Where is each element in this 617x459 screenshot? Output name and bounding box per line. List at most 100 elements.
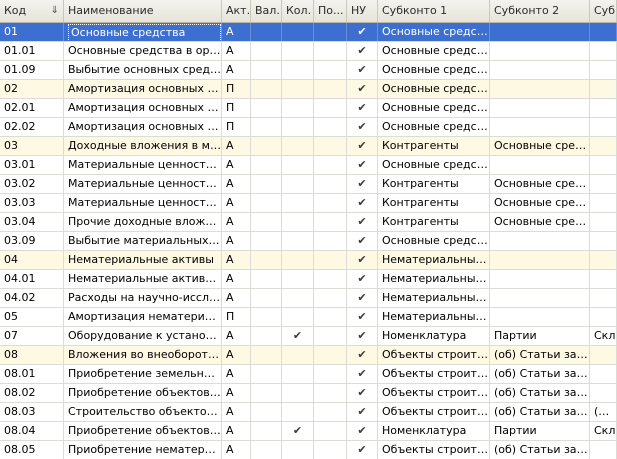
- cell-name: Строительство объектов о...: [64, 403, 222, 421]
- cell-sub1: Нематериальные ...: [378, 289, 490, 307]
- table-row[interactable]: 08.05 Приобретение нематериал... А ✔ Объекты…: [0, 441, 617, 459]
- table-row[interactable]: 01 Основные средства А ✔ Основные средства: [0, 23, 617, 42]
- cell-val: [251, 118, 282, 136]
- cell-sub3-text: Скл: [594, 329, 616, 342]
- cell-val: [251, 194, 282, 212]
- cell-name: Амортизация основных ср...: [64, 118, 222, 136]
- cell-code-text: 03.02: [4, 177, 36, 190]
- table-row[interactable]: 01.09 Выбытие основных средств А ✔ Основные …: [0, 61, 617, 80]
- cell-act-text: А: [226, 272, 234, 285]
- cell-sub2: Основные сред...: [490, 213, 590, 231]
- cell-sub3: [590, 156, 617, 174]
- cell-sub1-text: Нематериальные ...: [382, 291, 490, 304]
- cell-val: [251, 365, 282, 383]
- table-row[interactable]: 08.02 Приобретение объектов п... А ✔ Объекты…: [0, 384, 617, 403]
- table-row[interactable]: 03.09 Выбытие материальных це... А ✔ Основны…: [0, 232, 617, 251]
- cell-act-text: А: [226, 215, 234, 228]
- checkmark-icon: ✔: [357, 329, 367, 342]
- cell-sub2: [490, 118, 590, 136]
- cell-val: [251, 156, 282, 174]
- column-header-sub2[interactable]: Субконто 2: [490, 0, 590, 22]
- table-row[interactable]: 05 Амортизация нематериал... П ✔ Нематериаль…: [0, 308, 617, 327]
- checkmark-icon: ✔: [357, 405, 367, 418]
- cell-act-text: П: [226, 101, 235, 114]
- cell-nu-flag: ✔: [347, 61, 378, 79]
- cell-act-text: А: [226, 443, 234, 456]
- table-row[interactable]: 03.04 Прочие доходные вложения А ✔ Контраген…: [0, 213, 617, 232]
- cell-sub2-text: (об) Статьи зат...: [494, 405, 590, 418]
- column-header-po[interactable]: По...: [314, 0, 347, 22]
- table-row[interactable]: 08.04 Приобретение объектов о... А ✔ ✔ Номенк…: [0, 422, 617, 441]
- table-row[interactable]: 08.01 Приобретение земельных ... А ✔ Объекты…: [0, 365, 617, 384]
- column-header-act[interactable]: Акт.: [222, 0, 251, 22]
- cell-sub2-text: (об) Статьи зат...: [494, 386, 590, 399]
- cell-name: Основные средства в орга...: [64, 42, 222, 60]
- cell-code-text: 03.01: [4, 158, 36, 171]
- table-row[interactable]: 07 Оборудование к установке А ✔ ✔ Номенклатур…: [0, 327, 617, 346]
- cell-sub1-text: Основные средства: [382, 234, 490, 247]
- cell-sub2: Основные сред...: [490, 175, 590, 193]
- cell-sub1: Контрагенты: [378, 213, 490, 231]
- cell-sub1: Основные средства: [378, 118, 490, 136]
- cell-sub2: [490, 251, 590, 269]
- cell-act-text: А: [226, 329, 234, 342]
- cell-code-text: 02.01: [4, 101, 36, 114]
- table-row[interactable]: 03.01 Материальные ценности в ... А ✔ Основн…: [0, 156, 617, 175]
- cell-sub1: Основные средства: [378, 80, 490, 98]
- cell-nu-flag: ✔: [347, 213, 378, 231]
- table-row[interactable]: 03.02 Материальные ценности п... А ✔ Контраг…: [0, 175, 617, 194]
- table-row[interactable]: 08.03 Строительство объектов о... А ✔ Объект…: [0, 403, 617, 422]
- column-header-nu[interactable]: НУ: [347, 0, 378, 22]
- cell-name-text: Приобретение нематериал...: [68, 443, 222, 456]
- column-header-kol[interactable]: Кол.: [282, 0, 314, 22]
- table-row[interactable]: 04.02 Расходы на научно-исслед... А ✔ Немате…: [0, 289, 617, 308]
- cell-name-text: Материальные ценности п...: [68, 196, 222, 209]
- column-header-code[interactable]: Код ⇓: [0, 0, 64, 22]
- table-row[interactable]: 04.01 Нематериальные активы о... А ✔ Нематер…: [0, 270, 617, 289]
- column-header-val[interactable]: Вал.: [251, 0, 282, 22]
- cell-name-text: Выбытие материальных це...: [68, 234, 222, 247]
- sort-ascending-icon[interactable]: ⇓: [50, 5, 59, 16]
- cell-sub3: [590, 232, 617, 250]
- cell-kol-flag: [282, 118, 314, 136]
- cell-act: А: [222, 156, 251, 174]
- cell-act: А: [222, 213, 251, 231]
- table-row[interactable]: 02.01 Амортизация основных ср... П ✔ Основны…: [0, 99, 617, 118]
- column-header-name[interactable]: Наименование: [64, 0, 222, 22]
- cell-sub3: [590, 80, 617, 98]
- column-header-sub3[interactable]: Субк: [590, 0, 617, 22]
- cell-val: [251, 308, 282, 326]
- cell-nu-flag: ✔: [347, 327, 378, 345]
- cell-code-text: 03.03: [4, 196, 36, 209]
- cell-act: А: [222, 194, 251, 212]
- cell-po: [314, 80, 347, 98]
- cell-val: [251, 289, 282, 307]
- cell-po: [314, 61, 347, 79]
- cell-po: [314, 422, 347, 440]
- cell-kol-flag: [282, 99, 314, 117]
- table-row[interactable]: 02.02 Амортизация основных ср... П ✔ Основны…: [0, 118, 617, 137]
- table-row[interactable]: 01.01 Основные средства в орга... А ✔ Основн…: [0, 42, 617, 61]
- cell-code-text: 05: [4, 310, 18, 323]
- cell-sub1: Основные средства: [378, 61, 490, 79]
- cell-sub1: Объекты строите...: [378, 384, 490, 402]
- cell-act-text: А: [226, 386, 234, 399]
- cell-act-text: А: [226, 25, 234, 38]
- checkmark-icon: ✔: [357, 25, 367, 38]
- cell-name-text: Вложения во внеоборотны...: [68, 348, 222, 361]
- cell-name: Нематериальные активы: [64, 251, 222, 269]
- table-row[interactable]: 02 Амортизация основных ср... П ✔ Основные с…: [0, 80, 617, 99]
- cell-sub2: (об) Статьи зат...: [490, 365, 590, 383]
- column-header-sub1[interactable]: Субконто 1: [378, 0, 490, 22]
- table-row[interactable]: 03 Доходные вложения в мат... А ✔ Контрагент…: [0, 137, 617, 156]
- cell-sub2: Основные сред...: [490, 137, 590, 155]
- cell-val: [251, 137, 282, 155]
- table-row[interactable]: 04 Нематериальные активы А ✔ Нематериальные …: [0, 251, 617, 270]
- table-row[interactable]: 08 Вложения во внеоборотны... А ✔ Объекты ст…: [0, 346, 617, 365]
- table-row[interactable]: 03.03 Материальные ценности п... А ✔ Контраг…: [0, 194, 617, 213]
- cell-nu-flag: ✔: [347, 346, 378, 364]
- cell-sub1: Номенклатура: [378, 422, 490, 440]
- cell-code: 08.03: [0, 403, 64, 421]
- cell-code-text: 08.03: [4, 405, 36, 418]
- cell-code-text: 08.02: [4, 386, 36, 399]
